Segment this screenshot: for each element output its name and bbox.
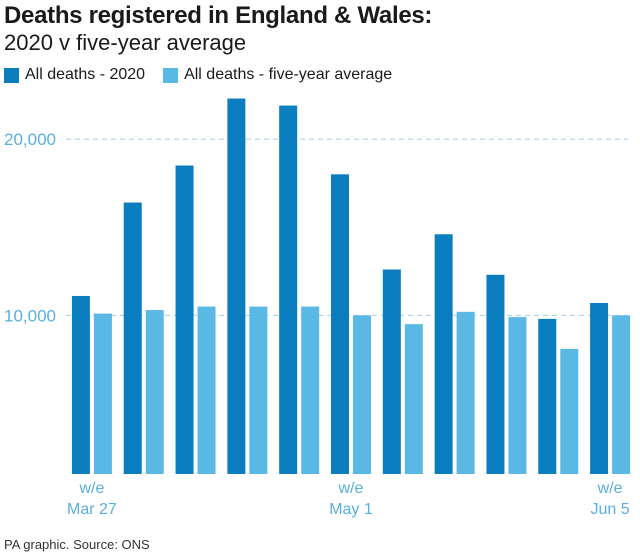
legend-item-average: All deaths - five-year average [163, 66, 392, 84]
x-tick-label-0-line1: w/e [78, 480, 104, 497]
bar-average-9 [560, 348, 579, 474]
bar-2020-4 [279, 105, 298, 474]
bar-2020-6 [382, 269, 401, 474]
x-tick-label-2-line1: w/e [597, 480, 623, 497]
bar-average-4 [301, 306, 320, 474]
legend-item-2020: All deaths - 2020 [4, 66, 145, 84]
y-tick-label-1: 20,000 [4, 130, 56, 149]
bar-2020-2 [175, 165, 194, 474]
source-credit: PA graphic. Source: ONS [4, 537, 150, 552]
bar-2020-10 [590, 303, 609, 474]
bar-average-10 [612, 315, 631, 474]
bar-average-5 [353, 315, 371, 474]
bar-average-6 [404, 324, 423, 474]
bar-average-0 [93, 313, 112, 474]
bar-2020-0 [71, 295, 90, 474]
chart-title: Deaths registered in England & Wales: [4, 2, 433, 29]
legend-swatch-average [163, 67, 179, 83]
bar-average-7 [456, 311, 475, 474]
bar-average-2 [197, 306, 216, 474]
bar-2020-9 [538, 318, 557, 474]
chart-subtitle: 2020 v five-year average [4, 30, 247, 55]
bar-2020-5 [331, 174, 349, 475]
bar-2020-3 [227, 98, 246, 475]
legend: All deaths - 2020 All deaths - five-year… [4, 66, 410, 84]
x-tick-label-1-line2: May 1 [329, 501, 373, 518]
legend-swatch-2020 [4, 67, 19, 83]
bar-2020-1 [123, 202, 142, 475]
legend-label-2020: All deaths - 2020 [25, 66, 146, 83]
bar-average-8 [508, 317, 527, 474]
x-tick-label-0-line2: Mar 27 [67, 501, 117, 518]
bar-average-1 [145, 310, 164, 474]
legend-label-average: All deaths - five-year average [184, 66, 393, 83]
x-tick-label-2-line2: Jun 5 [591, 501, 630, 518]
x-tick-label-1-line1: w/e [338, 480, 364, 497]
bar-average-3 [249, 306, 268, 474]
bar-2020-7 [434, 234, 453, 474]
y-tick-label-0: 10,000 [4, 306, 56, 325]
bar-2020-8 [486, 274, 505, 474]
